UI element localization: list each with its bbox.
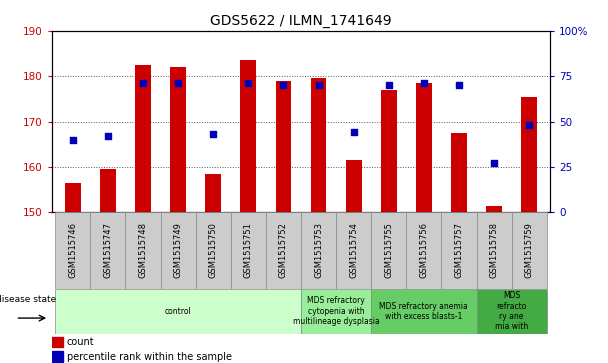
Text: GSM1515754: GSM1515754: [349, 223, 358, 278]
Text: GSM1515750: GSM1515750: [209, 223, 218, 278]
FancyBboxPatch shape: [91, 212, 125, 289]
FancyBboxPatch shape: [406, 212, 441, 289]
FancyBboxPatch shape: [477, 289, 547, 334]
Text: GSM1515758: GSM1515758: [489, 223, 499, 278]
Point: [209, 131, 218, 137]
Text: disease state: disease state: [0, 295, 56, 305]
FancyBboxPatch shape: [266, 212, 301, 289]
Bar: [311, 78, 326, 212]
Point: [489, 160, 499, 166]
Point: [173, 81, 183, 86]
Bar: [275, 81, 291, 212]
FancyBboxPatch shape: [231, 212, 266, 289]
Bar: [170, 67, 186, 212]
Text: GSM1515752: GSM1515752: [279, 223, 288, 278]
Bar: [521, 97, 537, 212]
Point: [454, 82, 464, 88]
FancyBboxPatch shape: [196, 212, 231, 289]
FancyBboxPatch shape: [125, 212, 161, 289]
Bar: [52, 351, 63, 362]
FancyBboxPatch shape: [55, 289, 301, 334]
FancyBboxPatch shape: [511, 212, 547, 289]
Text: control: control: [165, 307, 192, 316]
Bar: [135, 65, 151, 212]
FancyBboxPatch shape: [477, 212, 511, 289]
Bar: [100, 169, 116, 212]
Text: GSM1515756: GSM1515756: [420, 223, 429, 278]
Bar: [381, 90, 396, 212]
Point: [314, 82, 323, 88]
Text: GSM1515757: GSM1515757: [454, 223, 463, 278]
Point: [524, 122, 534, 128]
Bar: [65, 183, 81, 212]
Point: [68, 137, 78, 143]
Bar: [416, 83, 432, 212]
Point: [419, 81, 429, 86]
Bar: [206, 174, 221, 212]
FancyBboxPatch shape: [371, 212, 406, 289]
Text: GSM1515749: GSM1515749: [173, 223, 182, 278]
Point: [349, 130, 359, 135]
Text: percentile rank within the sample: percentile rank within the sample: [67, 352, 232, 362]
Bar: [451, 133, 467, 212]
Bar: [240, 60, 256, 212]
Text: GSM1515751: GSM1515751: [244, 223, 253, 278]
Text: GSM1515747: GSM1515747: [103, 223, 112, 278]
Point: [103, 133, 112, 139]
FancyBboxPatch shape: [161, 212, 196, 289]
FancyBboxPatch shape: [301, 212, 336, 289]
Title: GDS5622 / ILMN_1741649: GDS5622 / ILMN_1741649: [210, 15, 392, 28]
Text: GSM1515759: GSM1515759: [525, 223, 534, 278]
Text: GSM1515746: GSM1515746: [68, 223, 77, 278]
FancyBboxPatch shape: [371, 289, 477, 334]
Bar: [486, 205, 502, 212]
Text: MDS refractory anemia
with excess blasts-1: MDS refractory anemia with excess blasts…: [379, 302, 468, 321]
FancyBboxPatch shape: [336, 212, 371, 289]
Point: [138, 81, 148, 86]
Point: [384, 82, 393, 88]
FancyBboxPatch shape: [301, 289, 371, 334]
FancyBboxPatch shape: [55, 212, 91, 289]
FancyBboxPatch shape: [441, 212, 477, 289]
Text: MDS
refracto
ry ane
mia with: MDS refracto ry ane mia with: [495, 291, 528, 331]
Bar: [346, 160, 362, 212]
Text: count: count: [67, 337, 94, 347]
Point: [243, 81, 253, 86]
Bar: [52, 337, 63, 347]
Point: [278, 82, 288, 88]
Text: GSM1515748: GSM1515748: [139, 223, 148, 278]
Text: MDS refractory
cytopenia with
multilineage dysplasia: MDS refractory cytopenia with multilinea…: [292, 296, 379, 326]
Text: GSM1515753: GSM1515753: [314, 223, 323, 278]
Text: GSM1515755: GSM1515755: [384, 223, 393, 278]
